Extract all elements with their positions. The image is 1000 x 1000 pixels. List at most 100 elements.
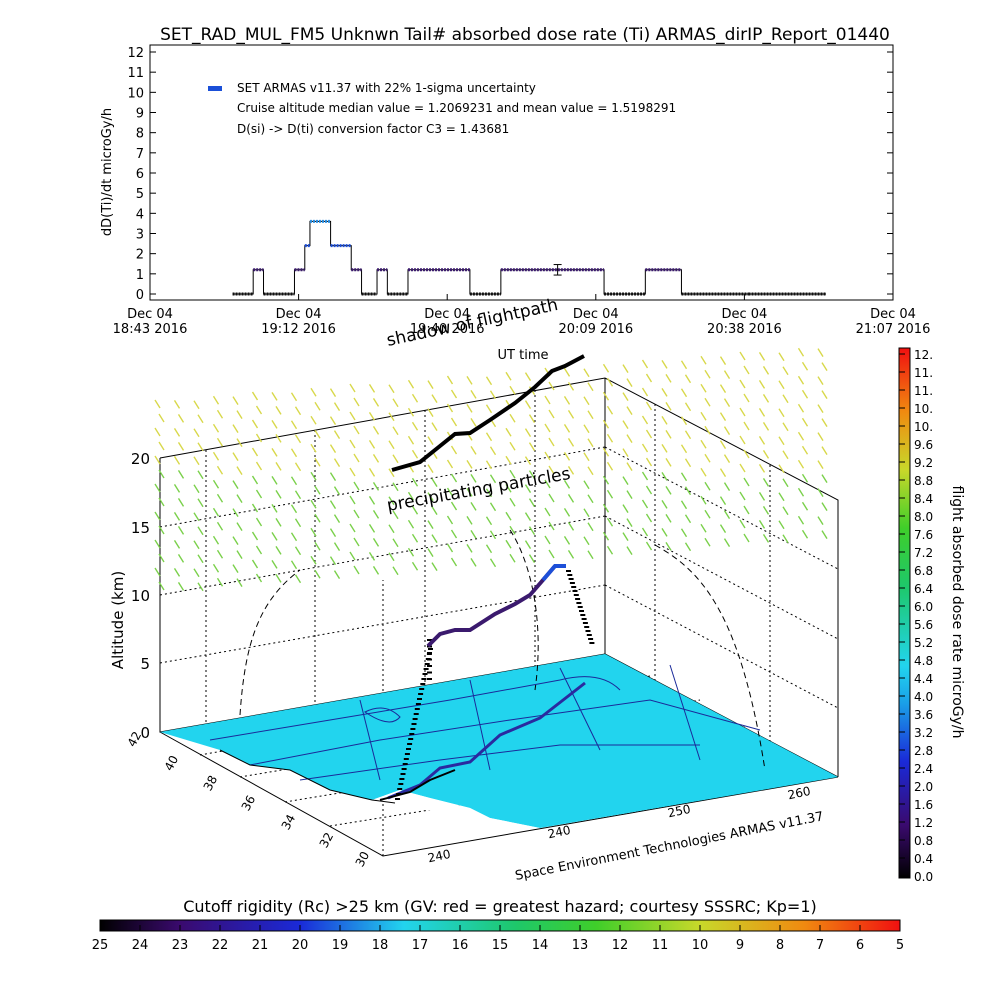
particle-mark xyxy=(333,458,341,467)
particle-mark xyxy=(762,478,770,487)
particle-mark xyxy=(528,470,536,479)
particle-mark xyxy=(251,559,259,569)
particle-mark xyxy=(294,490,302,500)
particle-mark xyxy=(680,500,688,510)
dose-tick-label: 6.0 xyxy=(914,600,933,614)
descent-mark xyxy=(582,622,588,624)
particle-mark xyxy=(427,548,434,557)
particle-mark xyxy=(392,566,399,576)
particle-mark xyxy=(485,516,493,526)
ascent-mark xyxy=(427,678,432,680)
particle-mark xyxy=(427,436,434,445)
particle-mark xyxy=(353,481,360,491)
descent-mark xyxy=(573,594,579,596)
particle-mark xyxy=(158,581,165,591)
particle-mark xyxy=(388,412,395,422)
particle-mark xyxy=(782,450,789,460)
particle-mark xyxy=(446,375,454,385)
particle-mark xyxy=(739,463,746,473)
particle-mark xyxy=(548,549,555,559)
particle-mark xyxy=(684,514,692,524)
particle-mark xyxy=(236,522,243,531)
particle-mark xyxy=(626,546,633,555)
ascent-mark xyxy=(409,733,415,735)
particle-mark xyxy=(177,526,185,535)
particle-mark xyxy=(485,376,493,386)
particle-mark xyxy=(665,402,672,411)
particle-mark xyxy=(255,573,263,583)
rigidity-colorbar-title: Cutoff rigidity (Rc) >25 km (GV: red = g… xyxy=(183,897,817,916)
ascent-mark xyxy=(400,773,406,775)
particle-mark xyxy=(700,495,707,505)
particle-mark xyxy=(645,429,653,439)
particle-mark xyxy=(641,359,649,369)
altitude-tick-label: 10 xyxy=(131,587,150,605)
particle-mark xyxy=(251,447,259,457)
particle-mark xyxy=(294,406,302,416)
particle-mark xyxy=(567,522,575,531)
particle-mark xyxy=(392,510,399,520)
particle-mark xyxy=(158,553,165,563)
descent-mark xyxy=(575,598,581,600)
y-tick-label: 7 xyxy=(136,147,144,162)
ground-track-dark xyxy=(379,769,456,801)
particle-mark xyxy=(509,525,516,535)
particle-mark xyxy=(271,476,278,485)
particle-mark xyxy=(329,528,337,537)
particle-mark xyxy=(485,488,493,498)
particle-mark xyxy=(197,582,204,592)
dose-tick-label: 5.2 xyxy=(914,636,933,650)
particle-mark xyxy=(232,396,239,405)
ascent-mark xyxy=(424,663,430,665)
particle-mark xyxy=(193,428,200,438)
particle-mark xyxy=(411,477,419,487)
particle-mark xyxy=(275,434,282,443)
particle-mark xyxy=(154,427,161,437)
particle-mark xyxy=(310,527,317,537)
rigidity-tick-label: 16 xyxy=(452,938,469,953)
particle-mark xyxy=(680,388,688,398)
particle-mark xyxy=(661,528,668,537)
y-tick-label: 12 xyxy=(127,46,144,61)
ascent-mark xyxy=(417,698,422,700)
particle-mark xyxy=(665,514,672,523)
particle-mark xyxy=(255,405,263,415)
dose-colorbar: 0.0 0.4 0.8 1.2 1.6 2.0 2.4 2.8 3.2 3.6 4.0 4.4 4.8 5… xyxy=(898,347,965,884)
particle-mark xyxy=(236,550,243,559)
particle-mark xyxy=(407,407,415,417)
descent-mark xyxy=(572,590,578,592)
state-borders xyxy=(209,664,761,781)
particle-mark xyxy=(544,423,551,433)
uncertainty-error-bar xyxy=(553,264,562,276)
particle-mark xyxy=(505,427,512,437)
descent-mark xyxy=(585,630,591,632)
particle-mark xyxy=(622,392,629,401)
descent-mark xyxy=(569,582,575,584)
particle-mark xyxy=(817,516,824,525)
particle-mark xyxy=(801,417,809,427)
x-tick-day: Dec 04 xyxy=(127,307,173,322)
longitude-ticks: 240 240 250 260 xyxy=(427,784,812,865)
latitude-tick-label: 38 xyxy=(201,773,221,793)
particle-mark xyxy=(407,379,415,389)
particle-mark xyxy=(236,438,243,447)
dose-tick-label: 3.6 xyxy=(914,708,933,722)
flight-3d-panel: shadow of flightpath precipitating parti… xyxy=(109,295,839,884)
dose-tick-label: 4.0 xyxy=(914,690,933,704)
particle-mark xyxy=(314,429,321,439)
particle-mark xyxy=(290,448,298,458)
particle-mark xyxy=(743,393,750,403)
particle-mark xyxy=(606,377,614,387)
particle-mark xyxy=(821,390,828,399)
particle-mark xyxy=(704,537,711,547)
flight-cruise-path xyxy=(426,564,557,648)
y-tick-label: 1 xyxy=(136,268,144,283)
particle-mark xyxy=(489,502,497,512)
ascent-mark xyxy=(404,753,410,755)
x-tick-day: Dec 04 xyxy=(573,307,619,322)
particle-mark xyxy=(392,426,399,436)
latitude-ticks: 42 40 38 36 34 32 30 xyxy=(125,729,373,869)
particle-mark xyxy=(275,546,282,555)
longitude-tick-label: 240 xyxy=(547,823,572,841)
